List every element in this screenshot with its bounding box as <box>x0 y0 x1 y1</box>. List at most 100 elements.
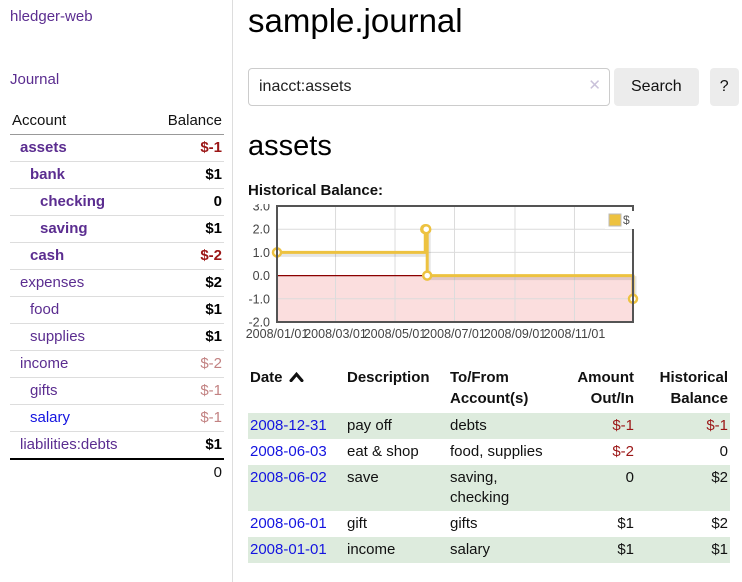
account-balance: $1 <box>205 220 222 237</box>
x-tick-label: 2008/07/01 <box>423 327 486 341</box>
search-box: ✕ <box>248 68 610 106</box>
search-form: ✕ Search ? <box>248 68 739 106</box>
transaction-amount: $-2 <box>612 443 634 460</box>
transaction-amount: $-1 <box>612 417 634 434</box>
account-link-liabilities-debts[interactable]: liabilities:debts <box>20 436 118 453</box>
account-row: checking 0 <box>10 188 224 216</box>
transaction-balance: 0 <box>719 443 728 460</box>
account-link-gifts[interactable]: gifts <box>30 382 58 399</box>
journal-link[interactable]: Journal <box>10 71 60 88</box>
transaction-accounts: gifts <box>450 515 478 532</box>
transaction-date-link[interactable]: 2008-12-31 <box>250 417 327 434</box>
account-link-bank[interactable]: bank <box>30 166 66 183</box>
account-link-expenses[interactable]: expenses <box>20 274 85 291</box>
account-balance: 0 <box>213 193 222 210</box>
account-row: gifts $-1 <box>10 377 224 405</box>
page-title: sample.journal <box>248 2 463 39</box>
account-link-checking[interactable]: checking <box>40 193 106 210</box>
x-tick-label: 2008/11/01 <box>544 327 606 341</box>
transaction-date-link[interactable]: 2008-01-01 <box>250 541 327 558</box>
accounts-header-row: Account Balance <box>10 108 224 135</box>
clear-search-icon[interactable]: ✕ <box>588 77 601 94</box>
register-row: 2008-01-01 income salary $1 $1 <box>248 537 730 563</box>
search-button[interactable]: Search <box>614 68 699 106</box>
accounts-total-value: 0 <box>149 458 224 486</box>
transaction-date-link[interactable]: 2008-06-01 <box>250 515 327 532</box>
account-link-saving[interactable]: saving <box>40 220 88 237</box>
transaction-balance: $2 <box>711 515 728 532</box>
y-tick-label: 3.0 <box>253 204 270 214</box>
transaction-amount: $1 <box>617 515 634 532</box>
account-row: supplies $1 <box>10 323 224 351</box>
account-balance: $-2 <box>200 247 222 264</box>
account-link-income[interactable]: income <box>20 355 69 372</box>
register-header-description: Description <box>347 369 430 386</box>
x-tick-label: 2008/01/01 <box>246 327 309 341</box>
account-row: assets $-1 <box>10 135 224 162</box>
transaction-balance: $1 <box>711 541 728 558</box>
transaction-amount: 0 <box>625 469 634 486</box>
transaction-description: gift <box>347 515 368 532</box>
sidebar: hledger-web Journal Account Balance asse… <box>0 0 233 582</box>
account-link-assets[interactable]: assets <box>20 139 67 156</box>
sort-ascending-icon <box>289 371 304 383</box>
account-row: food $1 <box>10 296 224 324</box>
transaction-description: eat & shop <box>347 443 419 460</box>
account-row: saving $1 <box>10 215 224 243</box>
account-balance: $1 <box>205 166 222 183</box>
data-point-marker <box>421 270 433 281</box>
legend-label: $ <box>623 213 630 227</box>
account-link-salary[interactable]: salary <box>30 409 71 426</box>
account-row: salary $-1 <box>10 404 224 432</box>
account-row: cash $-2 <box>10 242 224 270</box>
account-balance: $-1 <box>200 382 222 399</box>
account-balance: $-2 <box>200 355 222 372</box>
transaction-accounts: saving, checking <box>450 469 510 506</box>
account-link-food[interactable]: food <box>30 301 60 318</box>
y-tick-label: -2.0 <box>248 316 270 330</box>
y-tick-label: -1.0 <box>248 292 270 306</box>
transaction-amount: $1 <box>617 541 634 558</box>
transaction-balance: $-1 <box>706 417 728 434</box>
register-header-date-label: Date <box>250 369 283 386</box>
transaction-date-link[interactable]: 2008-06-03 <box>250 443 327 460</box>
main-content: sample.journal ✕ Search ? assets Histori… <box>233 0 742 582</box>
register-header-amount: Amount Out/In <box>577 369 634 407</box>
chart-title: Historical Balance: <box>248 182 384 199</box>
transaction-date-link[interactable]: 2008-06-02 <box>250 469 327 486</box>
app-title-link[interactable]: hledger-web <box>10 8 93 25</box>
y-tick-label: 0.0 <box>253 269 270 283</box>
search-input[interactable] <box>248 68 610 106</box>
transaction-description: income <box>347 541 396 558</box>
plot-border <box>276 205 634 323</box>
accounts-header-balance: Balance <box>149 108 224 135</box>
account-balance: $1 <box>205 436 222 453</box>
account-row: bank $1 <box>10 161 224 189</box>
register-header-balance: Historical Balance <box>659 369 728 407</box>
accounts-header-account: Account <box>10 108 150 135</box>
x-tick-label: 2008/05/01 <box>364 327 427 341</box>
account-balance: $1 <box>205 328 222 345</box>
register-header-date[interactable]: Date <box>248 365 345 413</box>
register-row: 2008-12-31 pay off debts $-1 $-1 <box>248 413 730 439</box>
transaction-accounts: salary <box>450 541 491 558</box>
transaction-description: pay off <box>347 417 392 434</box>
accounts-table: Account Balance assets $-1 bank $1 checking 0… <box>10 108 224 486</box>
legend-swatch <box>608 213 622 227</box>
register-row: 2008-06-02 save saving, checking 0 $2 <box>248 465 730 511</box>
data-point-marker <box>420 223 432 235</box>
x-tick-label: 2008/09/01 <box>484 327 547 341</box>
account-link-supplies[interactable]: supplies <box>30 328 86 345</box>
help-button[interactable]: ? <box>709 68 739 106</box>
account-balance: $-1 <box>200 409 222 426</box>
account-balance: $-1 <box>200 139 222 156</box>
account-link-cash[interactable]: cash <box>30 247 65 264</box>
transaction-accounts: food, supplies <box>450 443 543 460</box>
account-row: liabilities:debts $1 <box>10 431 224 459</box>
y-tick-label: 1.0 <box>253 246 270 260</box>
accounts-total-row: 0 <box>10 458 224 486</box>
account-row: expenses $2 <box>10 269 224 297</box>
y-tick-label: 2.0 <box>253 223 270 237</box>
register-header-accounts: To/From Account(s) <box>450 369 529 407</box>
account-balance: $1 <box>205 301 222 318</box>
